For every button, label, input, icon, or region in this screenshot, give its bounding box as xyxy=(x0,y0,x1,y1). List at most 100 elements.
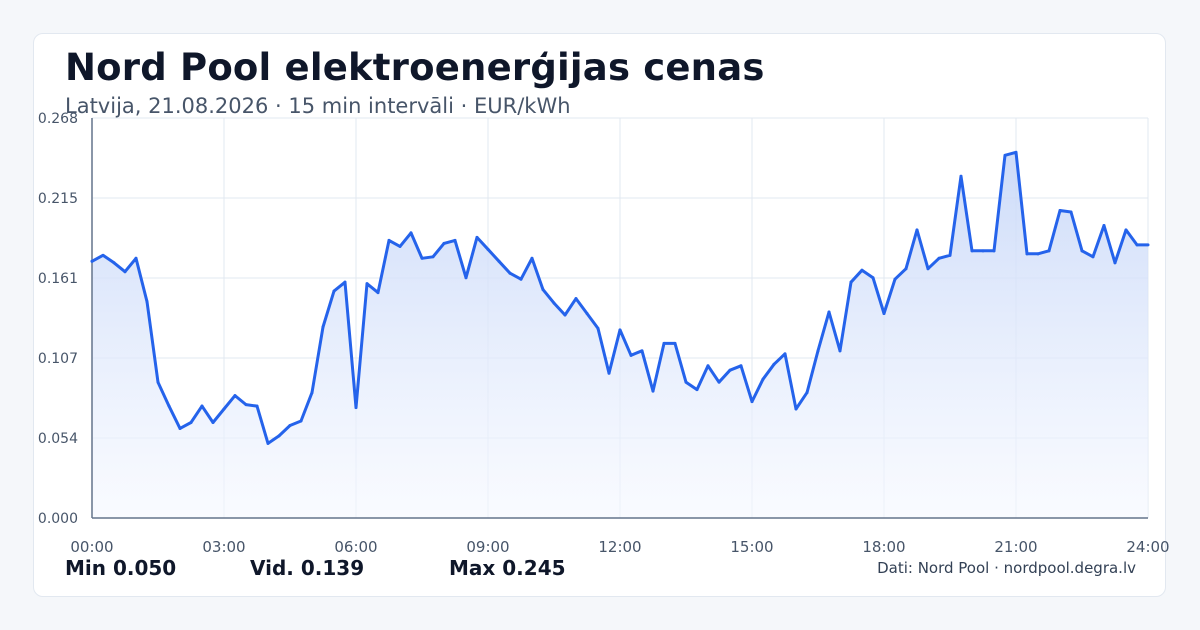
data-point xyxy=(684,380,688,384)
data-point xyxy=(717,380,721,384)
data-point xyxy=(728,368,732,372)
data-point xyxy=(211,420,215,424)
y-tick-label: 0.161 xyxy=(38,271,78,287)
data-point xyxy=(277,434,281,438)
data-point xyxy=(838,349,842,353)
data-point xyxy=(893,277,897,281)
page-subtitle: Latvija, 21.08.2026 · 15 min intervāli ·… xyxy=(65,94,571,118)
data-point xyxy=(233,394,237,398)
data-point xyxy=(662,341,666,345)
data-point xyxy=(332,289,336,293)
data-point xyxy=(640,349,644,353)
data-point xyxy=(607,371,611,375)
data-point xyxy=(651,389,655,393)
data-point xyxy=(849,280,853,284)
data-point xyxy=(750,400,754,404)
data-point xyxy=(222,407,226,411)
x-tick-label: 21:00 xyxy=(994,538,1037,556)
data-point xyxy=(387,238,391,242)
data-point xyxy=(376,291,380,295)
data-point xyxy=(156,380,160,384)
x-tick-label: 00:00 xyxy=(70,538,113,556)
data-point xyxy=(343,280,347,284)
data-point xyxy=(508,271,512,275)
x-tick-label: 12:00 xyxy=(598,538,641,556)
data-point xyxy=(882,312,886,316)
data-point xyxy=(871,276,875,280)
data-point xyxy=(1124,228,1128,232)
data-point xyxy=(794,407,798,411)
data-point xyxy=(145,300,149,304)
data-point xyxy=(134,256,138,260)
data-point xyxy=(123,270,127,274)
data-point xyxy=(530,256,534,260)
stat-min: Min 0.050 xyxy=(65,556,177,580)
data-point xyxy=(1036,252,1040,256)
y-tick-label: 0.107 xyxy=(38,351,78,367)
y-tick-label: 0.000 xyxy=(38,511,78,527)
x-tick-label: 03:00 xyxy=(202,538,245,556)
data-point xyxy=(706,364,710,368)
data-point xyxy=(90,259,94,263)
data-source: Dati: Nord Pool · nordpool.degra.lv xyxy=(877,559,1136,577)
data-point xyxy=(1058,209,1062,213)
data-point xyxy=(486,247,490,251)
data-point xyxy=(299,419,303,423)
x-tick-label: 09:00 xyxy=(466,538,509,556)
data-point xyxy=(926,267,930,271)
data-point xyxy=(497,259,501,263)
data-point xyxy=(596,326,600,330)
data-point xyxy=(695,388,699,392)
data-point xyxy=(288,423,292,427)
data-point xyxy=(354,406,358,410)
data-point xyxy=(321,325,325,329)
data-point xyxy=(552,301,556,305)
data-point xyxy=(992,249,996,253)
data-point xyxy=(178,426,182,430)
page-title: Nord Pool elektroenerģijas cenas xyxy=(65,46,765,89)
data-point xyxy=(1080,249,1084,253)
data-point xyxy=(255,404,259,408)
data-point xyxy=(827,310,831,314)
data-point xyxy=(464,276,468,280)
data-point xyxy=(563,313,567,317)
data-point xyxy=(629,353,633,357)
data-point xyxy=(101,253,105,257)
data-point xyxy=(959,174,963,178)
data-point xyxy=(541,288,545,292)
data-point xyxy=(112,261,116,265)
data-point xyxy=(783,352,787,356)
data-point xyxy=(1113,261,1117,265)
data-point xyxy=(266,441,270,445)
y-tick-label: 0.215 xyxy=(38,191,78,207)
data-point xyxy=(1014,150,1018,154)
data-point xyxy=(409,231,413,235)
x-tick-label: 15:00 xyxy=(730,538,773,556)
data-point xyxy=(200,404,204,408)
data-point xyxy=(519,277,523,281)
data-point xyxy=(970,249,974,253)
data-point xyxy=(1069,210,1073,214)
data-point xyxy=(937,256,941,260)
data-point xyxy=(1047,249,1051,253)
data-point xyxy=(442,241,446,245)
data-point xyxy=(189,420,193,424)
data-point xyxy=(761,377,765,381)
data-point xyxy=(167,404,171,408)
data-point xyxy=(981,249,985,253)
data-point xyxy=(805,391,809,395)
data-point xyxy=(739,364,743,368)
y-tick-label: 0.054 xyxy=(38,431,78,447)
data-point xyxy=(475,235,479,239)
data-point xyxy=(365,282,369,286)
data-point xyxy=(1135,243,1139,247)
x-tick-label: 06:00 xyxy=(334,538,377,556)
x-tick-label: 24:00 xyxy=(1126,538,1169,556)
stat-max: Max 0.245 xyxy=(449,556,566,580)
data-point xyxy=(673,341,677,345)
data-point xyxy=(420,256,424,260)
data-point xyxy=(431,255,435,259)
data-point xyxy=(904,267,908,271)
data-point xyxy=(915,228,919,232)
